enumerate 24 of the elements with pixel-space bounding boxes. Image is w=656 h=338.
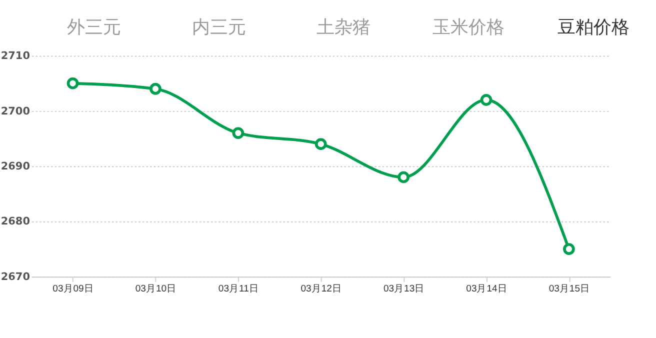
text: 玉米价格 <box>432 16 505 37</box>
point <box>563 243 575 255</box>
point <box>398 171 410 184</box>
x-tick-label: 03月12日 <box>300 283 342 294</box>
x-tick-label: 03月13日 <box>383 283 425 294</box>
text: 内三元 <box>192 16 246 37</box>
y-tick-label: 2680 <box>0 216 30 228</box>
x-tick-label: 03月11日 <box>218 283 259 294</box>
text: 土杂猪 <box>316 16 371 37</box>
point <box>66 77 79 90</box>
point <box>314 138 327 150</box>
x-tick-label: 03月15日 <box>548 283 590 294</box>
y-tick-label: 2700 <box>0 105 30 118</box>
y-tick-label: 2710 <box>0 50 30 62</box>
x-tick-label: 03月09日 <box>52 283 94 294</box>
y-tick-label: 2670 <box>0 270 30 283</box>
x-tick-label: 03月14日 <box>466 283 508 294</box>
x-tick-label: 03月10日 <box>135 283 177 294</box>
point <box>480 94 492 106</box>
point <box>232 127 244 139</box>
text: 豆粕价格 <box>558 16 630 37</box>
text: 外三元 <box>66 16 121 37</box>
point <box>150 82 162 95</box>
y-tick-label: 2690 <box>0 160 30 173</box>
